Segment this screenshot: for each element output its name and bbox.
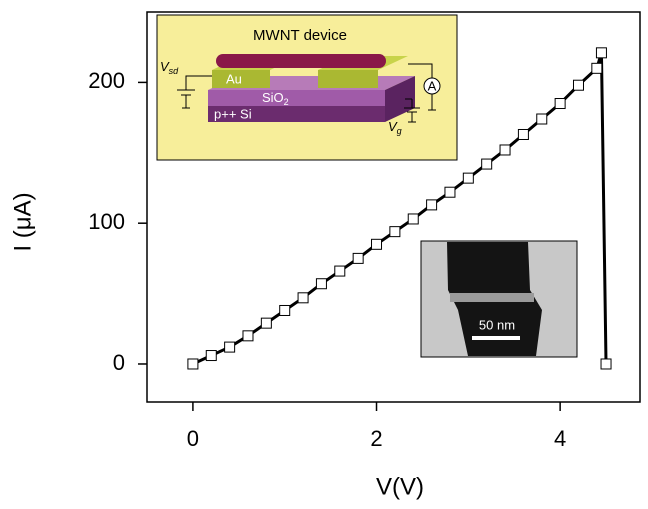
inset-title: MWNT device xyxy=(253,27,347,44)
label-vg-sub: g xyxy=(397,126,402,136)
data-point xyxy=(445,187,455,197)
label-si: p++ Si xyxy=(214,106,252,121)
data-point xyxy=(335,266,345,276)
chart: MWNT device Vsd Au SiO2 p++ Si A Vg 50 n… xyxy=(0,0,648,504)
x-tick-label: 0 xyxy=(187,426,199,451)
data-point xyxy=(298,293,308,303)
micrograph-inset: 50 nm xyxy=(421,241,577,357)
data-point xyxy=(188,359,198,369)
y-tick-label: 200 xyxy=(88,68,125,93)
data-point xyxy=(316,279,326,289)
data-point xyxy=(225,342,235,352)
scale-bar-label: 50 nm xyxy=(479,317,515,332)
data-point xyxy=(573,80,583,90)
data-point xyxy=(596,48,606,58)
x-tick-label: 2 xyxy=(370,426,382,451)
data-point xyxy=(601,359,611,369)
data-point xyxy=(261,318,271,328)
micrograph-tube xyxy=(450,293,534,302)
nanotube xyxy=(216,54,386,68)
data-point xyxy=(482,159,492,169)
x-axis-label: V(V) xyxy=(376,473,424,500)
data-point xyxy=(555,99,565,109)
data-point xyxy=(206,351,216,361)
data-point xyxy=(592,63,602,73)
label-vsd-sub: sd xyxy=(169,66,180,76)
y-tick-label: 100 xyxy=(88,209,125,234)
data-point xyxy=(427,200,437,210)
data-point xyxy=(353,253,363,263)
data-point xyxy=(372,239,382,249)
x-tick-label: 4 xyxy=(554,426,566,451)
data-point xyxy=(537,114,547,124)
data-point xyxy=(500,145,510,155)
data-point xyxy=(463,173,473,183)
y-axis-label: I (μA) xyxy=(9,192,36,251)
data-point xyxy=(518,129,528,139)
layer-sio2 xyxy=(208,90,385,106)
scale-bar xyxy=(472,336,520,340)
label-sio2-main: SiO xyxy=(262,90,284,105)
data-point xyxy=(280,305,290,315)
y-tick-label: 0 xyxy=(113,350,125,375)
schematic-inset: MWNT device Vsd Au SiO2 p++ Si A Vg xyxy=(157,15,457,160)
label-ammeter: A xyxy=(428,78,437,93)
data-point xyxy=(408,214,418,224)
label-au: Au xyxy=(226,71,242,86)
label-sio2-sub: 2 xyxy=(284,97,289,107)
data-point xyxy=(243,331,253,341)
electrode-right-front xyxy=(318,70,378,88)
data-point xyxy=(390,227,400,237)
